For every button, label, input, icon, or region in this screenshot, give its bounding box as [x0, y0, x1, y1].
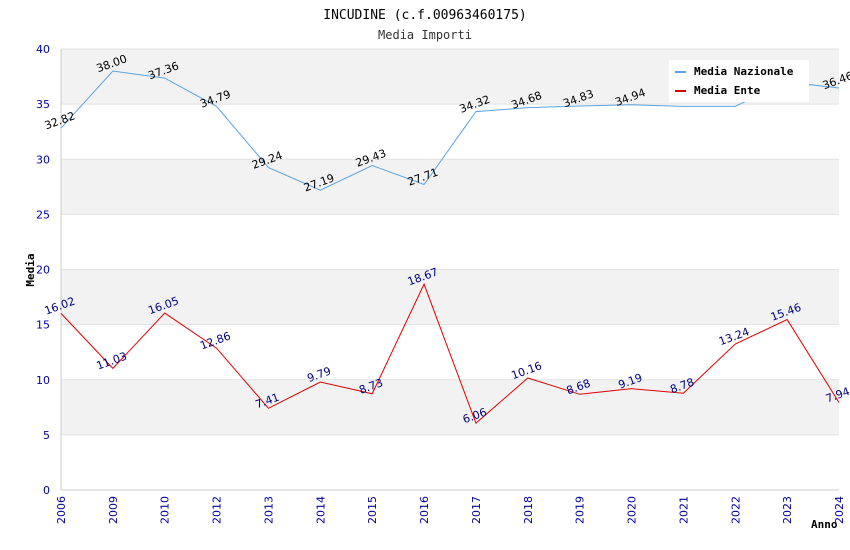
x-tick-label: 2015 — [366, 496, 379, 524]
x-tick-label: 2012 — [211, 496, 224, 524]
legend-box — [669, 60, 809, 102]
grid-bands — [61, 49, 839, 490]
x-tick-label: 2021 — [677, 496, 690, 524]
x-axis-label: Anno — [811, 518, 838, 531]
y-axis-label: Media — [24, 253, 37, 286]
y-tick-label: 20 — [36, 264, 50, 277]
y-tick-label: 30 — [36, 153, 50, 166]
x-tick-label: 2014 — [314, 496, 327, 524]
y-tick-label: 25 — [36, 208, 50, 221]
y-axis-ticks: 0 5 10 15 20 25 30 35 40 — [36, 43, 50, 497]
x-tick-label: 2022 — [729, 496, 742, 524]
x-tick-label: 2006 — [55, 496, 68, 524]
legend: Media Nazionale Media Ente — [669, 60, 809, 102]
grid-band — [61, 324, 839, 380]
x-tick-label: 2018 — [522, 496, 535, 524]
grid-band — [61, 269, 839, 325]
x-axis-ticks: 2006 2009 2010 2012 2013 2014 2015 2016 2017 2018… — [55, 496, 846, 524]
chart-title: INCUDINE (c.f.00963460175) — [323, 8, 527, 23]
legend-label-media-nazionale: Media Nazionale — [694, 65, 794, 78]
grid-band — [61, 214, 839, 270]
x-tick-label: 2017 — [470, 496, 483, 524]
grid-band — [61, 159, 839, 215]
y-tick-label: 35 — [36, 98, 50, 111]
x-tick-label: 2020 — [626, 496, 639, 524]
grid-band — [61, 434, 839, 490]
x-tick-label: 2010 — [159, 496, 172, 524]
y-tick-label: 40 — [36, 43, 50, 56]
x-tick-label: 2019 — [574, 496, 587, 524]
x-tick-label: 2009 — [107, 496, 120, 524]
grid-band — [61, 104, 839, 160]
y-tick-label: 5 — [43, 429, 50, 442]
grid-band — [61, 379, 839, 435]
x-tick-label: 2024 — [833, 496, 846, 524]
x-tick-label: 2016 — [418, 496, 431, 524]
x-tick-label: 2013 — [262, 496, 275, 524]
y-tick-label: 0 — [43, 484, 50, 497]
y-tick-label: 15 — [36, 319, 50, 332]
x-tick-label: 2023 — [781, 496, 794, 524]
y-tick-label: 10 — [36, 374, 50, 387]
series-line-media-nazionale — [60, 70, 840, 191]
legend-label-media-ente: Media Ente — [694, 84, 761, 97]
series-line-media-ente — [60, 282, 840, 425]
chart-subtitle: Media Importi — [378, 28, 472, 42]
